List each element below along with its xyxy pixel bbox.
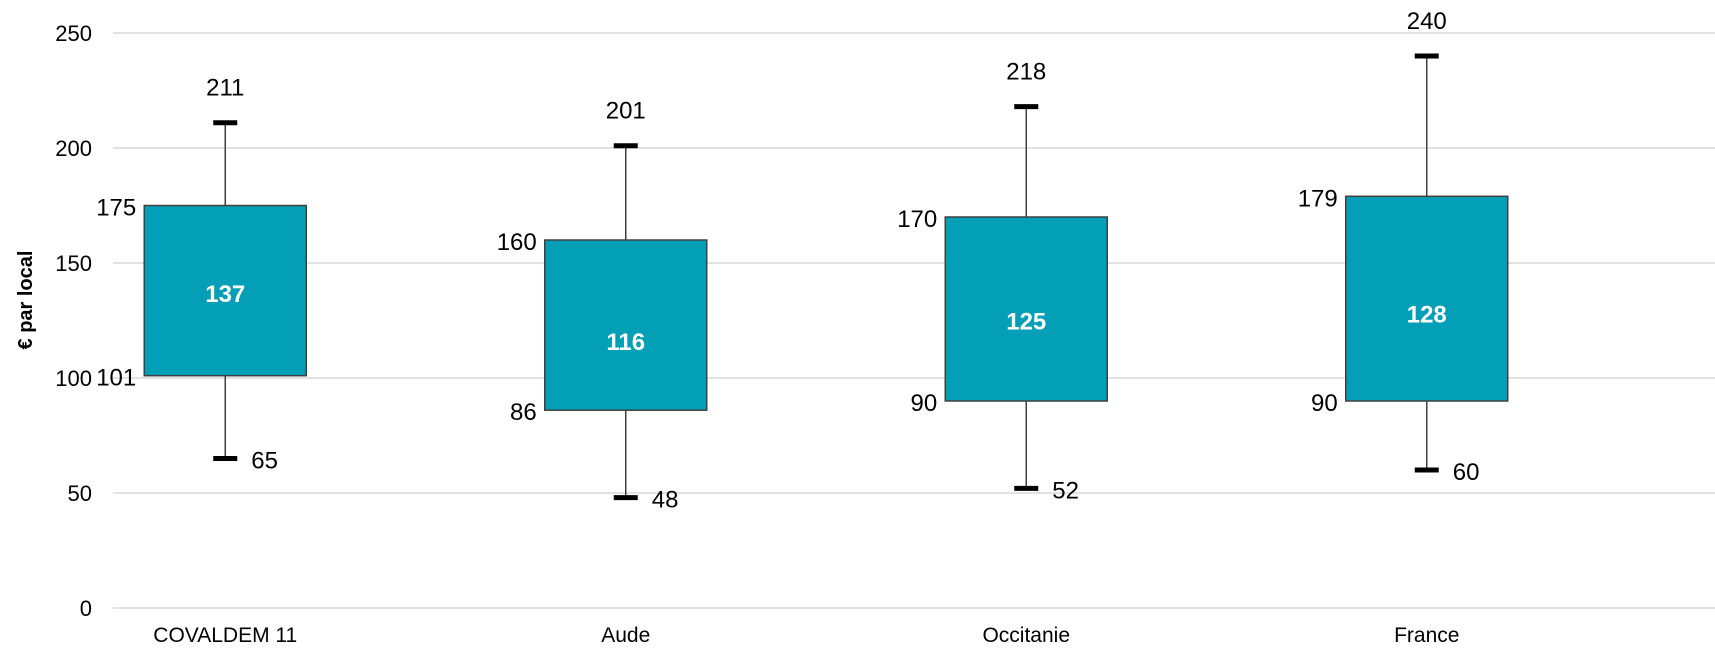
y-tick-label: 150 xyxy=(55,251,92,276)
max-label: 240 xyxy=(1407,8,1447,35)
iqr-box xyxy=(1345,195,1509,402)
iqr-box xyxy=(944,216,1108,402)
y-tick-label: 200 xyxy=(55,136,92,161)
min-label: 52 xyxy=(1052,477,1079,504)
q3-label: 160 xyxy=(497,229,537,256)
min-label: 65 xyxy=(251,448,278,475)
q1-label: 90 xyxy=(1311,390,1338,417)
median-label: 137 xyxy=(205,281,245,308)
y-tick-label: 50 xyxy=(68,481,92,506)
max-label: 201 xyxy=(606,98,646,125)
x-category-label: COVALDEM 11 xyxy=(153,624,297,647)
q3-label: 170 xyxy=(897,206,937,233)
q1-label: 101 xyxy=(96,365,136,392)
x-category-label: Occitanie xyxy=(982,624,1070,647)
min-label: 60 xyxy=(1453,459,1480,486)
q3-label: 179 xyxy=(1298,185,1338,212)
min-label: 48 xyxy=(652,487,679,514)
q1-label: 86 xyxy=(510,399,537,426)
x-category-label: France xyxy=(1394,624,1459,647)
x-category-label: Aude xyxy=(601,624,650,647)
y-tick-label: 0 xyxy=(80,596,92,621)
y-axis-ticks: 0 50 100 150 200 250 xyxy=(55,21,92,621)
y-tick-label: 100 xyxy=(55,366,92,391)
box-group: 218 52 170 90 125 xyxy=(897,59,1108,504)
box-series: 211 65 175 101 137 201 48 160 86 116 218 52 170 90 125… xyxy=(96,8,1509,514)
median-label: 128 xyxy=(1407,302,1447,329)
iqr-box xyxy=(143,204,307,377)
x-axis-labels: COVALDEM 11 Aude Occitanie France xyxy=(153,624,1459,647)
y-tick-label: 250 xyxy=(55,21,92,46)
gridlines xyxy=(113,32,1715,609)
box-group: 201 48 160 86 116 xyxy=(497,98,708,514)
iqr-box xyxy=(544,239,708,411)
median-label: 125 xyxy=(1006,309,1046,336)
y-axis-label: € par local xyxy=(15,251,37,350)
box-group: 240 60 179 90 128 xyxy=(1298,8,1509,486)
q3-label: 175 xyxy=(96,195,136,222)
median-label: 116 xyxy=(606,329,645,356)
max-label: 218 xyxy=(1006,59,1046,86)
q1-label: 90 xyxy=(911,390,938,417)
box-group: 211 65 175 101 137 xyxy=(96,75,307,475)
max-label: 211 xyxy=(206,75,244,102)
